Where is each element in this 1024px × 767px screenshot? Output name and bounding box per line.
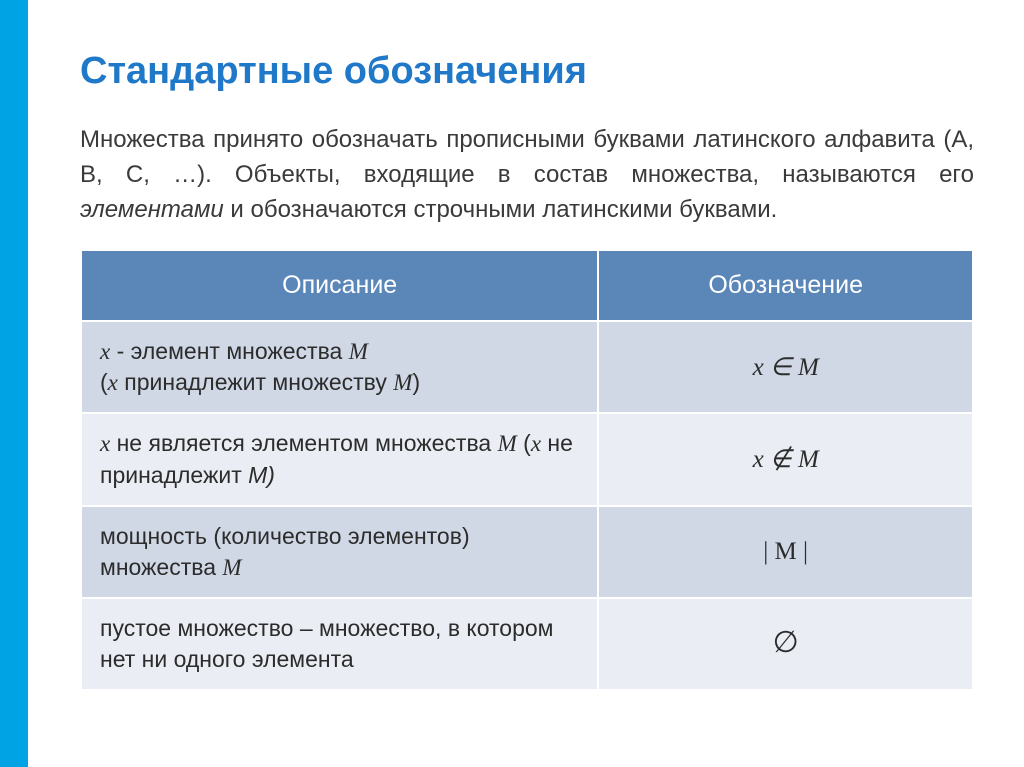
intro-emphasis: элементами [80,196,224,223]
cell-notation: ∅ [598,598,973,690]
cell-notation: x ∈ M [598,321,973,413]
cell-notation: | M | [598,506,973,598]
col-header-description: Описание [81,250,598,321]
cell-description: пустое множество – множество, в котором … [81,598,598,690]
intro-paragraph: Множества принято обозначать прописными … [80,123,974,227]
table-row: x - элемент множества M (x принадлежит м… [81,321,973,413]
slide-content: Стандартные обозначения Множества принят… [80,50,974,691]
cell-description: мощность (количество элементов) множеств… [81,506,598,598]
intro-text-1: Множества принято обозначать прописными … [80,126,974,188]
table-row: x не является элементом множества M (x н… [81,413,973,505]
cell-notation: x ∉ M [598,413,973,505]
cell-description: x не является элементом множества M (x н… [81,413,598,505]
table-row: пустое множество – множество, в котором … [81,598,973,690]
cell-description: x - элемент множества M (x принадлежит м… [81,321,598,413]
accent-sidebar [0,0,28,767]
page-title: Стандартные обозначения [80,50,974,93]
table-header-row: Описание Обозначение [81,250,973,321]
col-header-notation: Обозначение [598,250,973,321]
table-row: мощность (количество элементов) множеств… [81,506,973,598]
notation-table: Описание Обозначение x - элемент множест… [80,249,974,690]
intro-text-2: и обозначаются строчными латинскими букв… [224,196,778,223]
